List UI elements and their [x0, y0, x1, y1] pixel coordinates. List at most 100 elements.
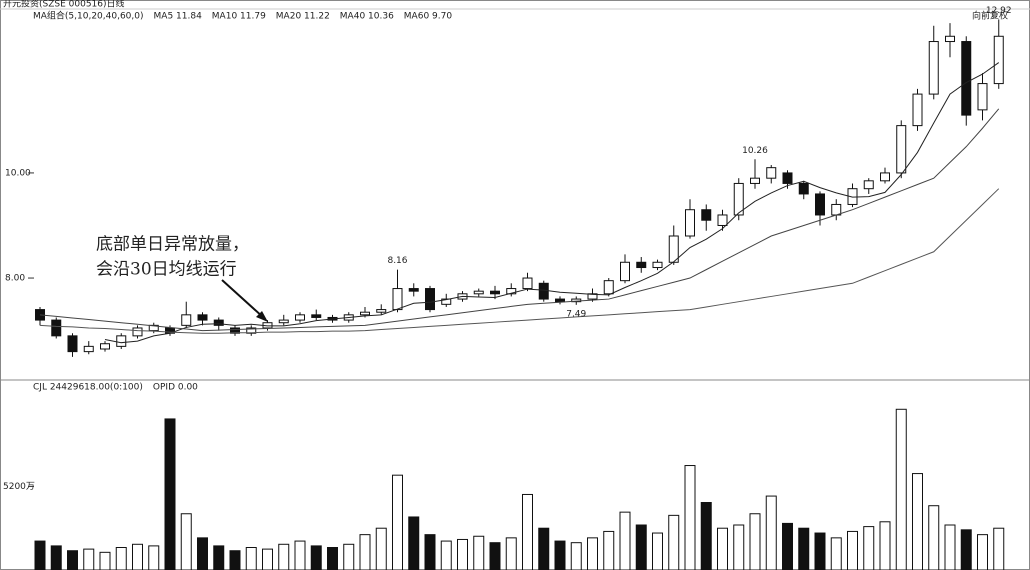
volume-bar	[603, 530, 615, 570]
chart-title: 开元投资(SZSE 000516)日线	[3, 0, 125, 10]
candle-body	[782, 172, 793, 184]
volume-bar	[960, 529, 972, 570]
price-label: 7.49	[566, 309, 586, 319]
volume-bar	[977, 534, 988, 570]
volume-bar	[993, 527, 1005, 570]
volume-bar	[830, 537, 842, 570]
candle-body	[945, 35, 955, 43]
volume-bar	[262, 548, 273, 570]
price-note: 向前复权	[972, 10, 1008, 22]
candle-body	[831, 203, 842, 216]
volume-bar	[343, 543, 355, 570]
candle-body	[766, 167, 777, 179]
candle-body	[213, 319, 224, 326]
volume-bar	[635, 524, 647, 570]
candle-body	[815, 193, 825, 216]
volume-bar	[782, 522, 793, 570]
candle-body	[148, 324, 159, 332]
ma-legend: MA5 11.84	[154, 12, 203, 22]
candle-body	[928, 41, 939, 95]
candle-body	[425, 288, 435, 311]
volume-bar	[99, 551, 111, 570]
candle-body	[961, 41, 972, 116]
volume-bar	[489, 542, 501, 570]
candle-body	[587, 293, 598, 300]
candle-body	[311, 314, 322, 318]
candle-body	[100, 343, 110, 350]
candle-body	[408, 288, 419, 292]
candle-body	[555, 298, 565, 303]
ma-line	[104, 62, 1000, 344]
candle-body	[295, 314, 305, 321]
candle-body	[230, 327, 240, 334]
volume-bar	[554, 540, 566, 570]
volume-bar	[717, 527, 728, 570]
y-tick-label: 8.00	[5, 274, 25, 284]
volume-bar	[83, 548, 95, 570]
candle-body	[977, 83, 988, 111]
candle-body	[360, 311, 370, 316]
volume-bar	[132, 543, 143, 570]
candle-body	[798, 182, 809, 195]
price-label: 8.16	[387, 256, 407, 266]
candle-body	[863, 180, 874, 190]
volume-bar	[765, 495, 777, 570]
volume-bar	[847, 530, 858, 570]
candle-body	[522, 277, 533, 290]
candle-body	[685, 209, 695, 237]
volume-bar	[619, 511, 631, 570]
candle-body	[246, 327, 257, 334]
volume-bar	[67, 550, 78, 570]
candle-body	[993, 35, 1004, 85]
candle-body	[701, 209, 712, 221]
volume-bar	[457, 538, 468, 570]
candle-body	[750, 177, 760, 184]
volume-bar	[652, 532, 663, 570]
volume-bar	[392, 474, 403, 570]
volume-bar	[863, 526, 875, 570]
candle-body	[441, 298, 452, 305]
price-label: 12.92	[986, 6, 1012, 16]
volume-legend: OPID 0.00	[153, 383, 198, 393]
arrow-head	[256, 311, 268, 322]
candle-body	[668, 235, 679, 263]
candle-body	[83, 345, 94, 353]
volume-bar	[408, 516, 420, 570]
volume-bar	[879, 521, 891, 570]
ma-line	[39, 188, 1000, 334]
candle-body	[67, 335, 78, 353]
ma-legend: MA组合(5,10,20,40,60,0)	[33, 10, 144, 22]
candle-body	[880, 172, 890, 182]
volume-bar	[814, 532, 826, 570]
annotation: 会沿30日均线运行	[96, 260, 237, 280]
volume-bar	[798, 527, 810, 570]
volume-bar	[587, 537, 598, 570]
volume-bar	[668, 514, 680, 570]
candle-body	[603, 280, 614, 295]
volume-bar	[164, 418, 176, 570]
volume-bar	[895, 408, 907, 570]
candle-body	[51, 319, 62, 337]
volume-bar	[912, 473, 923, 570]
candle-body	[636, 261, 647, 269]
volume-bar	[278, 543, 290, 570]
volume-bar	[522, 493, 533, 570]
ma-legend: MA40 10.36	[340, 12, 394, 22]
volume-bar	[505, 537, 517, 570]
ma-legend: MA20 11.22	[276, 12, 330, 22]
volume-bar	[375, 527, 387, 570]
volume-bar	[700, 502, 712, 570]
volume-bar	[473, 535, 485, 570]
candle-body	[506, 288, 517, 295]
candle-body	[392, 288, 403, 311]
volume-bar	[749, 513, 761, 570]
volume-bar	[245, 547, 257, 570]
volume-bar	[928, 505, 940, 570]
arrow	[221, 279, 265, 319]
candle-body	[912, 93, 923, 127]
volume-bar	[570, 542, 582, 570]
candle-body	[376, 309, 387, 313]
volume-bar	[294, 540, 306, 570]
candle-body	[116, 335, 127, 347]
